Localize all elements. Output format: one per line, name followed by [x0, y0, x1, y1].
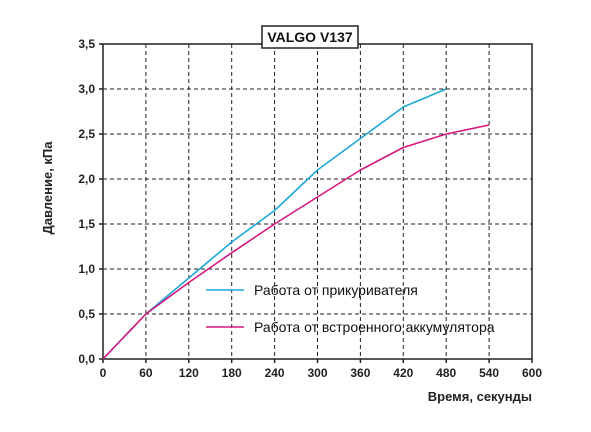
y-tick-label: 1,0 [78, 262, 95, 276]
x-tick-label: 0 [100, 366, 107, 380]
chart-title-box: VALGO V137 [261, 25, 359, 49]
x-tick-label: 240 [265, 366, 285, 380]
x-tick-label: 540 [479, 366, 499, 380]
legend: Работа от прикуривателя Работа от встрое… [206, 282, 495, 335]
y-tick-label: 2,5 [78, 127, 95, 141]
legend-label-built-in-battery: Работа от встроенного аккумулятора [254, 319, 495, 335]
x-tick-label: 300 [307, 366, 327, 380]
x-tick-label: 360 [350, 366, 370, 380]
series-layer [102, 88, 490, 360]
x-tick-label: 420 [393, 366, 413, 380]
y-tick-label: 1,5 [78, 217, 95, 231]
chart-title-frame [261, 25, 359, 49]
y-tick-label: 0,5 [78, 307, 95, 321]
tick-labels: 0 60 120 180 240 300 360 420 480 540 600 0,0 0,5 1,0 1… [78, 37, 542, 380]
chart-title: VALGO V137 [267, 29, 353, 45]
x-tick-label: 60 [139, 366, 153, 380]
y-tick-label: 3,0 [78, 82, 95, 96]
y-tick-label: 0,0 [78, 352, 95, 366]
grid [103, 44, 532, 359]
y-axis-title: Давление, кПа [40, 141, 55, 235]
x-tick-label: 600 [522, 366, 542, 380]
x-tick-label: 180 [222, 366, 242, 380]
y-tick-label: 3,5 [78, 37, 95, 51]
y-tick-label: 2,0 [78, 172, 95, 186]
series-line-cigarette-lighter [102, 88, 447, 360]
x-axis-title: Время, секунды [428, 389, 532, 404]
series-line-built-in-battery [102, 124, 490, 360]
x-tick-label: 120 [179, 366, 199, 380]
x-tick-label: 480 [436, 366, 456, 380]
legend-label-cigarette-lighter: Работа от прикуривателя [254, 282, 418, 298]
